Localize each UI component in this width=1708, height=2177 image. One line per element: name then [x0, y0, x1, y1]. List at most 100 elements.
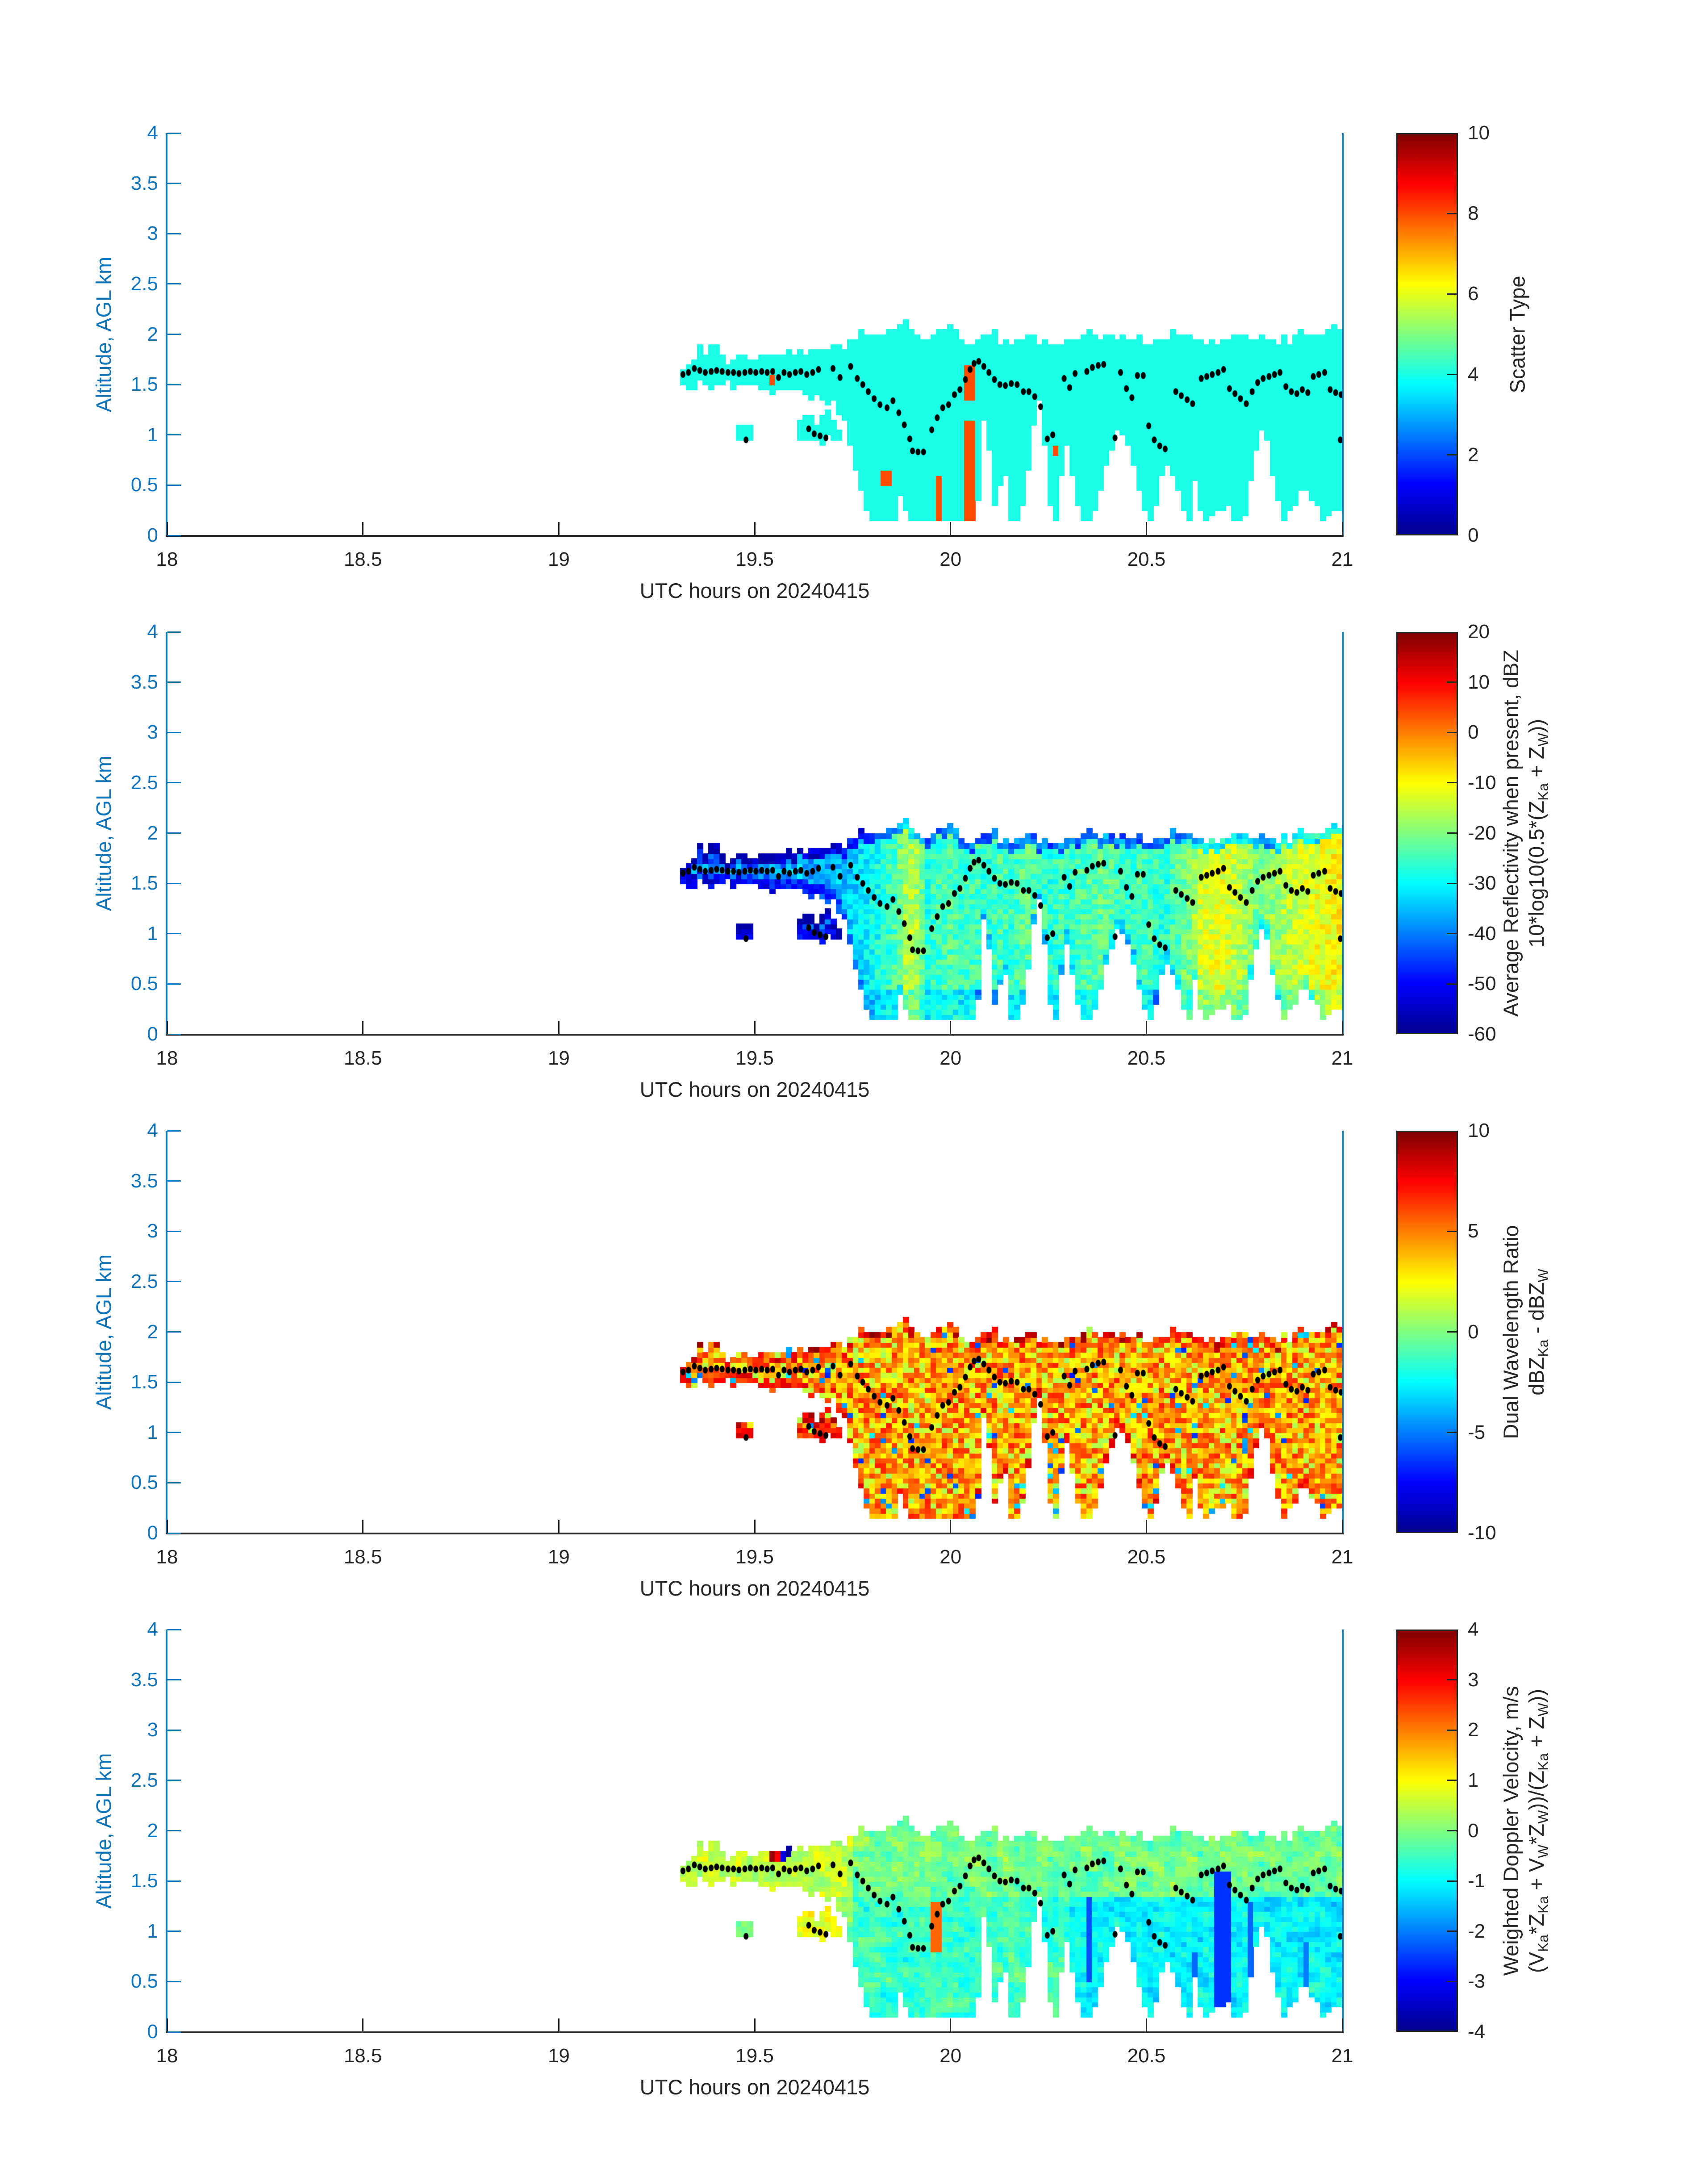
x-tick-label: 19 [547, 2045, 570, 2067]
x-tick [950, 1021, 952, 1034]
x-tick-label: 21 [1331, 548, 1353, 570]
x-tick-label: 20 [940, 1047, 962, 1069]
y-tick-label: 0.5 [130, 1970, 158, 1993]
x-tick-label: 19 [547, 1546, 570, 1568]
y-tick-label: 0 [147, 524, 158, 546]
y-tick [167, 681, 181, 683]
colorbar-tick-label: -50 [1468, 973, 1496, 995]
x-tick-label: 19.5 [735, 548, 774, 570]
y-tick [167, 434, 181, 436]
y-tick [167, 983, 181, 985]
x-axis-spine [166, 535, 1344, 537]
colorbar-tick-label: 4 [1468, 1618, 1479, 1640]
colorbar-tick-label: 0 [1468, 1819, 1479, 1842]
heatmap-canvas-scatter-type [167, 133, 1342, 535]
x-tick [362, 2018, 364, 2032]
colorbar-tick-label: 10 [1468, 1120, 1490, 1141]
y-tick-label: 3 [147, 721, 158, 744]
colorbar-tick-label: -3 [1468, 1970, 1486, 1993]
y-tick [167, 1230, 181, 1232]
x-axis-spine [166, 2031, 1344, 2033]
y-axis-spine [166, 133, 167, 535]
y-tick-label: 3 [147, 1719, 158, 1741]
y-tick-label: 0.5 [130, 1471, 158, 1494]
y-tick [167, 535, 181, 536]
colorbar-tick [1447, 1880, 1457, 1882]
x-tick [1145, 1021, 1147, 1034]
x-tick-label: 21 [1331, 1546, 1353, 1568]
y-tick-label: 1 [147, 1920, 158, 1942]
y-tick [167, 183, 181, 184]
colorbar-tick [1447, 293, 1457, 295]
x-tick [558, 522, 560, 535]
colorbar-label: Scatter Type [1505, 276, 1530, 393]
x-tick [950, 522, 952, 535]
x-tick [166, 522, 168, 535]
y-tick-label: 0 [147, 1023, 158, 1045]
colorbar-tick [1447, 454, 1457, 456]
colorbar-label-line: 10*log10(0.5*(ZKa + ZW)) [1524, 719, 1552, 948]
y-tick-label: 1.5 [130, 1870, 158, 1892]
colorbar-tick-label: -4 [1468, 2021, 1486, 2043]
colorbar-tick [1447, 374, 1457, 376]
colorbar-tick [1447, 1780, 1457, 1781]
y-tick-label: 0.5 [130, 474, 158, 496]
colorbar-tick-label: -2 [1468, 1920, 1486, 1942]
y-tick [167, 1033, 181, 1035]
y-axis-label: Altitude, AGL km [92, 256, 116, 412]
y-tick [167, 1130, 181, 1132]
y-axis-spine [166, 1630, 167, 2032]
y-tick [167, 1381, 181, 1383]
x-tick-label: 18.5 [343, 1546, 382, 1568]
x-tick-label: 18.5 [343, 1047, 382, 1069]
x-tick-label: 20.5 [1127, 548, 1166, 570]
y-tick-label: 0.5 [130, 973, 158, 995]
y-tick [167, 1880, 181, 1882]
x-tick [1145, 2018, 1147, 2032]
y-tick-label: 3.5 [130, 671, 158, 693]
colorbar-label-line: Average Reflectivity when present, dBZ [1499, 649, 1523, 1017]
x-tick-label: 19 [547, 1047, 570, 1069]
colorbar-label-line: (VKa*ZKa + VW*ZW))/(ZKa + ZW)) [1524, 1688, 1552, 1973]
colorbar-tick-label: 0 [1468, 1320, 1479, 1343]
x-tick [1341, 1021, 1343, 1034]
colorbar-label-line: dBZKa - dBZW [1524, 1268, 1552, 1396]
colorbar-tick [1447, 1830, 1457, 1831]
y-tick-label: 1.5 [130, 1371, 158, 1393]
x-tick [754, 1021, 756, 1034]
x-tick-label: 19.5 [735, 2045, 774, 2067]
right-spine [1342, 1131, 1344, 1533]
x-tick-label: 18 [156, 2045, 178, 2067]
colorbar-tick-label: 2 [1468, 443, 1479, 466]
right-spine [1342, 133, 1344, 535]
colorbar-tick [1447, 1981, 1457, 1982]
y-tick-label: 1.5 [130, 373, 158, 396]
colorbar-label-line: Dual Wavelength Ratio [1499, 1225, 1523, 1439]
x-tick [166, 2018, 168, 2032]
y-tick [167, 882, 181, 884]
x-tick [1145, 1520, 1147, 1533]
colorbar-tick-label: 6 [1468, 283, 1479, 305]
colorbar-tick-label: 4 [1468, 363, 1479, 385]
y-tick-label: 0 [147, 2021, 158, 2043]
y-tick-label: 2.5 [130, 771, 158, 794]
y-tick-label: 4 [147, 1120, 158, 1141]
heatmap-canvas-weighted-doppler-velocity [167, 1630, 1342, 2032]
x-tick [950, 2018, 952, 2032]
y-tick-label: 1.5 [130, 872, 158, 894]
y-tick-label: 2 [147, 1819, 158, 1842]
y-axis-spine [166, 1131, 167, 1533]
colorbar-tick-label: 3 [1468, 1668, 1479, 1691]
colorbar-label: Dual Wavelength Ratio dBZKa - dBZW [1498, 1225, 1556, 1439]
colorbar-tick-label: -20 [1468, 822, 1496, 844]
colorbar-tick-label: -40 [1468, 922, 1496, 944]
x-tick [362, 522, 364, 535]
x-axis-label: UTC hours on 20240415 [639, 1576, 870, 1600]
y-tick-label: 4 [147, 122, 158, 144]
y-tick [167, 334, 181, 335]
colorbar-tick-label: 1 [1468, 1769, 1479, 1791]
colorbar-tick-label: -30 [1468, 872, 1496, 894]
y-tick [167, 384, 181, 385]
x-tick [362, 1021, 364, 1034]
